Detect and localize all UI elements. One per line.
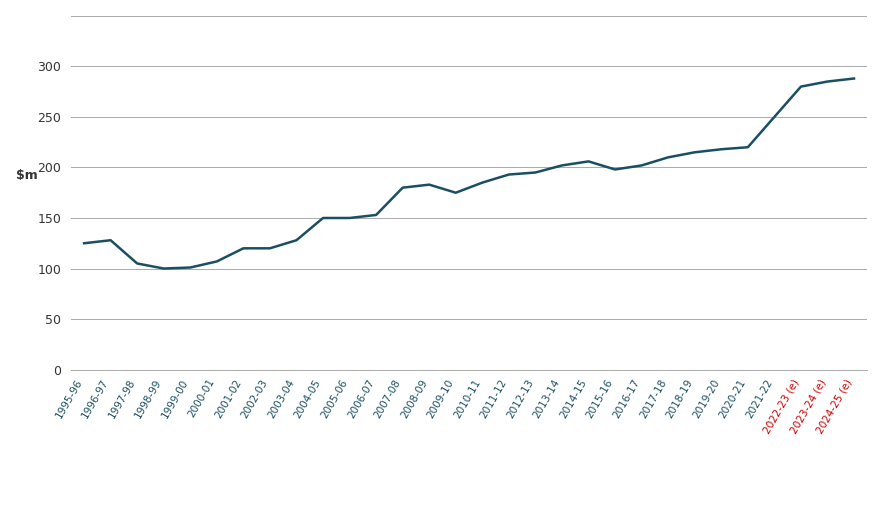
Text: $m: $m	[16, 168, 38, 182]
